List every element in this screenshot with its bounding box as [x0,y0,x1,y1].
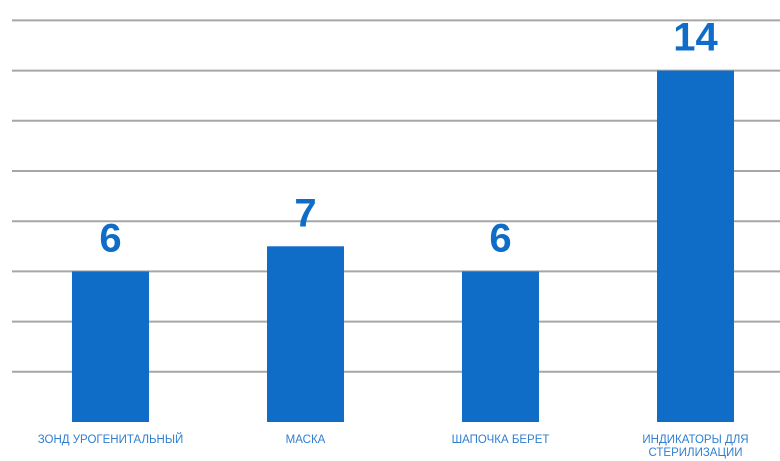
chart-category-labels: ЗОНД УРОГЕНИТАЛЬНЫЙ МАСКА ШАПОЧКА БЕРЕТ ИНД… [38,433,749,459]
bar [267,246,344,422]
bar [657,70,734,422]
category-label: ИНДИКАТОРЫ ДЛЯ СТЕРИЛИЗАЦИИ [642,434,748,459]
bar [72,271,149,422]
bar-value-label: 6 [99,216,121,260]
category-label: ЗОНД УРОГЕНИТАЛЬНЫЙ [38,433,184,446]
bar-value-label: 6 [489,216,511,260]
category-label: МАСКА [286,434,326,446]
bar-value-label: 14 [673,16,718,60]
chart-value-labels: 6 7 6 14 [99,16,718,261]
chart-bars [72,70,734,422]
category-label: ШАПОЧКА БЕРЕТ [452,434,550,446]
bar-value-label: 7 [294,191,316,235]
bar [462,271,539,422]
